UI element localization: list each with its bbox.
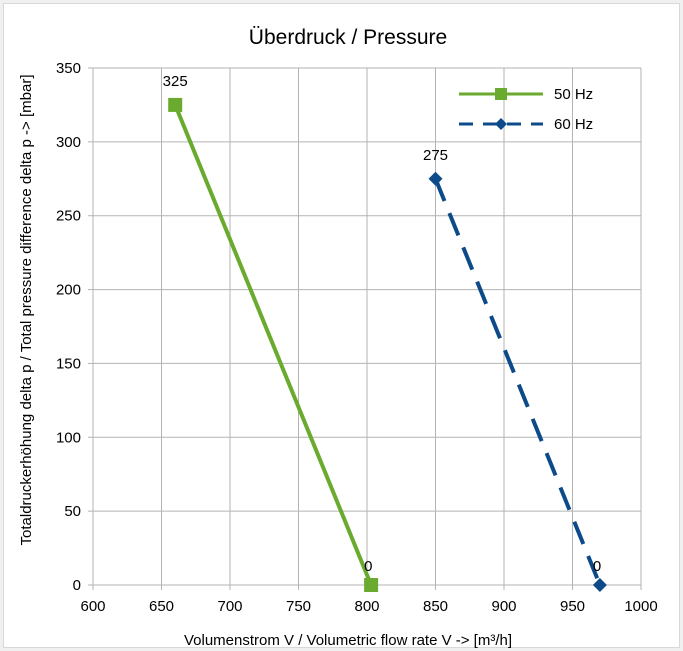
chart-title: Überdruck / Pressure xyxy=(249,26,447,49)
axes: 600 650 700 750 800 850 900 950 1000 0 50 100 150 200… xyxy=(56,60,658,615)
data-label: 275 xyxy=(423,147,448,164)
legend-marker xyxy=(495,88,507,100)
legend-label: 50 Hz xyxy=(554,86,593,103)
y-tick-label: 100 xyxy=(56,429,81,446)
data-point-marker xyxy=(428,171,443,186)
x-tick-label: 800 xyxy=(354,598,379,615)
x-axis-title: Volumenstrom V / Volumetric flow rate V … xyxy=(184,632,512,649)
y-tick-label: 200 xyxy=(56,282,81,299)
x-tick-label: 750 xyxy=(286,598,311,615)
series-line xyxy=(173,104,373,586)
data-point-marker xyxy=(592,578,607,592)
y-tick-label: 250 xyxy=(56,208,81,225)
data-label: 0 xyxy=(364,558,372,575)
series-line xyxy=(433,178,602,586)
y-tick-label: 50 xyxy=(64,503,81,520)
x-tick-label: 650 xyxy=(149,598,174,615)
x-tick-label: 1000 xyxy=(624,598,657,615)
x-tick-label: 850 xyxy=(423,598,448,615)
data-point-marker xyxy=(364,578,379,592)
data-point-marker xyxy=(168,97,183,112)
x-tick-label: 600 xyxy=(80,598,105,615)
y-tick-label: 350 xyxy=(56,60,81,77)
legend-label: 60 Hz xyxy=(554,116,593,133)
series: 325 0 275 0 xyxy=(163,73,607,592)
legend: 50 Hz 60 Hz xyxy=(459,86,593,133)
y-tick-label: 0 xyxy=(73,577,81,594)
legend-marker xyxy=(495,118,507,130)
y-tick-label: 300 xyxy=(56,134,81,151)
data-label: 325 xyxy=(163,73,188,90)
y-tick-label: 150 xyxy=(56,355,81,372)
x-tick-label: 700 xyxy=(217,598,242,615)
chart-frame xyxy=(3,3,680,648)
data-label: 0 xyxy=(593,558,601,575)
x-tick-label: 950 xyxy=(560,598,585,615)
y-axis-title: Totaldruckerhöhung delta p / Total press… xyxy=(18,75,35,546)
x-tick-label: 900 xyxy=(491,598,516,615)
grid xyxy=(92,67,642,586)
